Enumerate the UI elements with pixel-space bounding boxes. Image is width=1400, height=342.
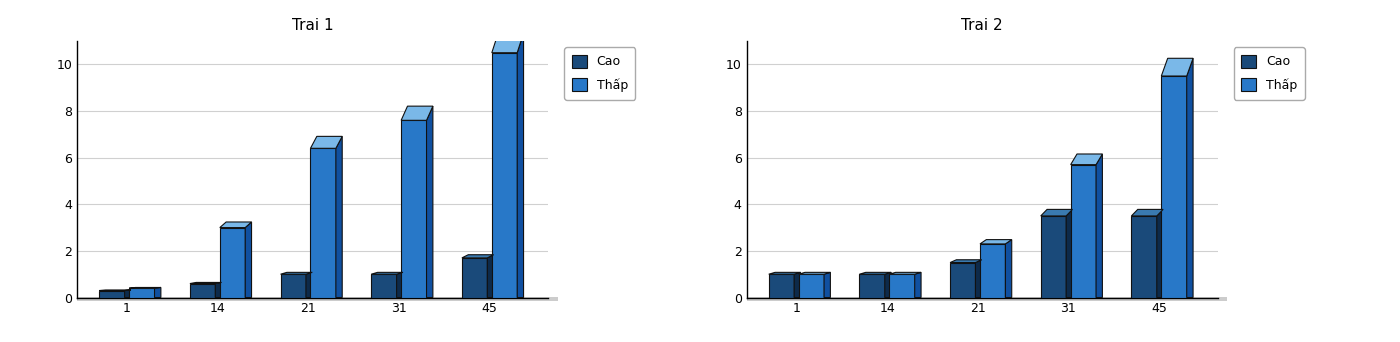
Polygon shape [99, 290, 132, 291]
Polygon shape [1067, 209, 1072, 298]
Bar [1131, 216, 1156, 298]
Polygon shape [280, 272, 312, 274]
Bar [99, 291, 125, 298]
Polygon shape [216, 282, 221, 298]
Polygon shape [245, 222, 252, 298]
Bar [798, 274, 825, 298]
Polygon shape [798, 272, 830, 274]
Polygon shape [1005, 240, 1012, 298]
Bar [311, 148, 336, 298]
Legend: Cao, Thấp: Cao, Thấp [564, 47, 636, 100]
Polygon shape [1096, 154, 1102, 298]
Polygon shape [487, 255, 494, 298]
Bar [980, 244, 1005, 298]
Polygon shape [885, 272, 892, 298]
Polygon shape [427, 106, 433, 298]
Polygon shape [794, 272, 801, 298]
Polygon shape [1040, 209, 1072, 216]
Polygon shape [220, 222, 252, 227]
Polygon shape [1156, 209, 1163, 298]
Title: Trai 1: Trai 1 [293, 18, 333, 33]
Polygon shape [825, 272, 830, 298]
Polygon shape [311, 136, 342, 148]
Bar [371, 274, 396, 298]
Bar [77, 297, 557, 301]
Bar [491, 53, 517, 298]
Bar [1071, 165, 1096, 298]
Polygon shape [307, 272, 312, 298]
Bar [280, 274, 307, 298]
Polygon shape [125, 290, 132, 298]
Polygon shape [976, 260, 981, 298]
Bar [860, 274, 885, 298]
Polygon shape [1162, 58, 1193, 76]
Polygon shape [190, 282, 221, 284]
Polygon shape [491, 33, 524, 53]
Polygon shape [860, 272, 892, 274]
Bar [1162, 76, 1187, 298]
Polygon shape [889, 272, 921, 274]
Bar [190, 284, 216, 298]
Polygon shape [914, 272, 921, 298]
Polygon shape [1071, 154, 1102, 165]
Bar [402, 120, 427, 298]
Polygon shape [769, 272, 801, 274]
Polygon shape [462, 255, 494, 258]
Polygon shape [517, 33, 524, 298]
Polygon shape [951, 260, 981, 263]
Legend: Cao, Thấp: Cao, Thấp [1233, 47, 1305, 100]
Polygon shape [1187, 58, 1193, 298]
Polygon shape [1131, 209, 1163, 216]
Bar [220, 227, 245, 298]
Bar [1040, 216, 1067, 298]
Title: Trai 2: Trai 2 [962, 18, 1002, 33]
Polygon shape [371, 272, 403, 274]
Polygon shape [396, 272, 403, 298]
Bar [889, 274, 914, 298]
Bar [462, 258, 487, 298]
Bar [951, 263, 976, 298]
Polygon shape [154, 288, 161, 298]
Polygon shape [980, 240, 1012, 244]
Polygon shape [336, 136, 342, 298]
Bar [769, 274, 794, 298]
Polygon shape [402, 106, 433, 120]
Bar [129, 288, 154, 298]
Bar [746, 297, 1226, 301]
